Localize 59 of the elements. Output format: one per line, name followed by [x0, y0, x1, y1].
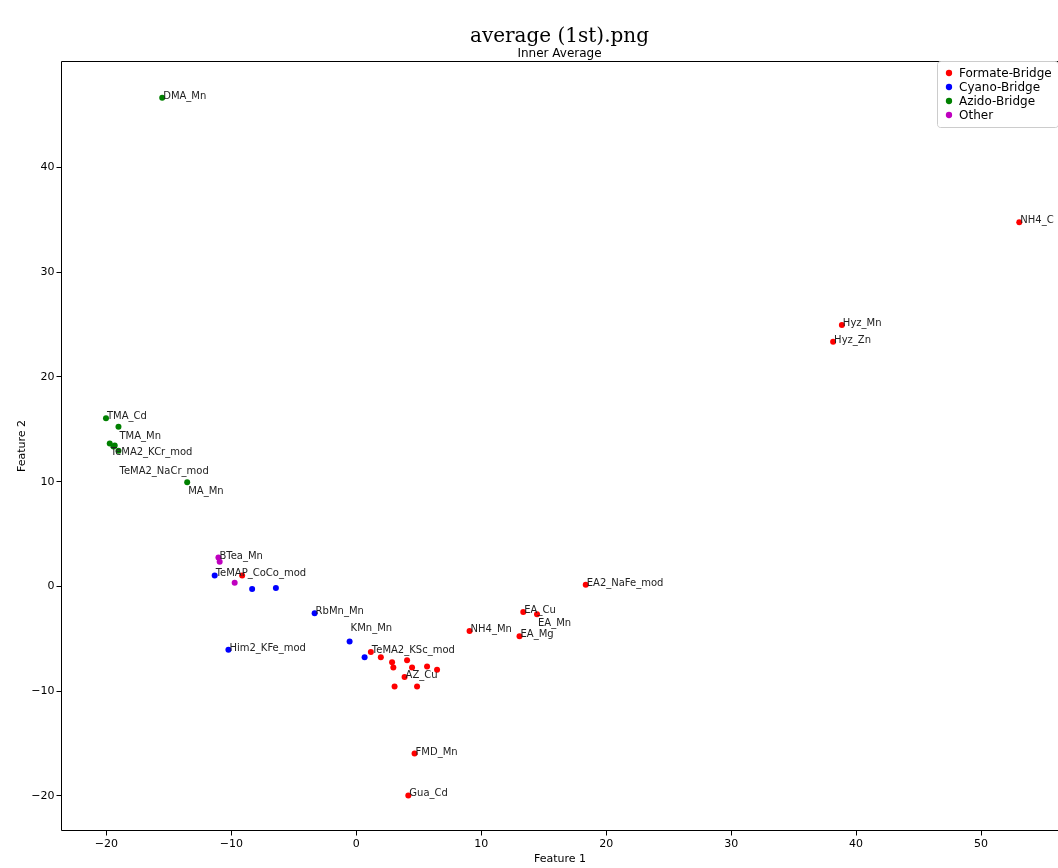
y-tick-label: 30 [40, 265, 55, 279]
legend-label: Cyano-Bridge [959, 80, 1041, 94]
x-tick-label: 40 [849, 836, 864, 850]
x-tick-label: 50 [974, 836, 989, 850]
annotation: EA_Cu [524, 604, 556, 617]
annotation: AZ_Cu [405, 669, 438, 682]
point [231, 579, 238, 586]
y-tick-label: −10 [31, 684, 55, 698]
x-tick-label: 20 [599, 836, 614, 850]
annotation: DMA_Mn [163, 89, 207, 102]
annotation: TeMA2_KSc_mod [370, 643, 455, 656]
annotation: Hyz_Zn [834, 333, 871, 346]
point [249, 586, 256, 593]
annotation: Hyz_Mn [842, 317, 882, 330]
annotation: EA2_NaFe_mod [586, 576, 664, 589]
point [361, 654, 368, 661]
y-tick-label: 0 [47, 579, 55, 593]
annotation: Him2_KFe_mod [229, 641, 306, 654]
x-tick-label: 30 [724, 836, 739, 850]
y-tick-label: −20 [31, 788, 55, 802]
annotation: KMn_Mn [350, 622, 393, 635]
annotation: NH4_C [1020, 214, 1054, 227]
annotation: TMA_Cd [105, 410, 147, 423]
point [414, 683, 421, 690]
point [115, 423, 122, 430]
annotation: Gua_Cd [409, 787, 448, 800]
chart-title: average (1st).png [469, 22, 650, 47]
x-tick-label: 10 [474, 836, 489, 850]
point [391, 683, 398, 690]
annotation: EA_Mn [538, 617, 572, 630]
annotation: TeMA2_NaCr_mod [118, 464, 209, 477]
y-axis-title: Feature 2 [15, 419, 29, 473]
chart-subtitle: Inner Average [517, 45, 602, 60]
annotation: TeMA2_KCr_mod [109, 446, 193, 459]
annotation: BTea_Mn [219, 549, 263, 562]
annotation: TeMAP_CoCo_mod [214, 567, 307, 580]
y-tick-label: 40 [40, 160, 55, 174]
legend-label: Azido-Bridge [959, 94, 1036, 108]
point [424, 663, 431, 670]
legend-label: Other [959, 108, 994, 122]
x-axis-title: Feature 1 [533, 851, 587, 865]
x-tick-label: −20 [94, 836, 119, 850]
y-tick-label: 10 [40, 474, 55, 488]
annotation: RbMn_Mn [315, 605, 364, 618]
x-tick-label: 0 [352, 836, 360, 850]
annotation: NH4_Mn [470, 622, 512, 635]
point [346, 638, 353, 645]
point [184, 479, 191, 486]
y-tick-label: 20 [40, 369, 55, 383]
annotation: MA_Mn [188, 485, 224, 498]
legend-label: Formate-Bridge [959, 66, 1052, 80]
point [272, 584, 279, 591]
point [389, 659, 396, 666]
point [390, 664, 397, 671]
annotation: EA_Mg [520, 628, 554, 641]
point [404, 657, 411, 664]
annotation: TMA_Mn [118, 429, 162, 442]
x-tick-label: −10 [219, 836, 244, 850]
annotation: FMD_Mn [415, 745, 458, 758]
